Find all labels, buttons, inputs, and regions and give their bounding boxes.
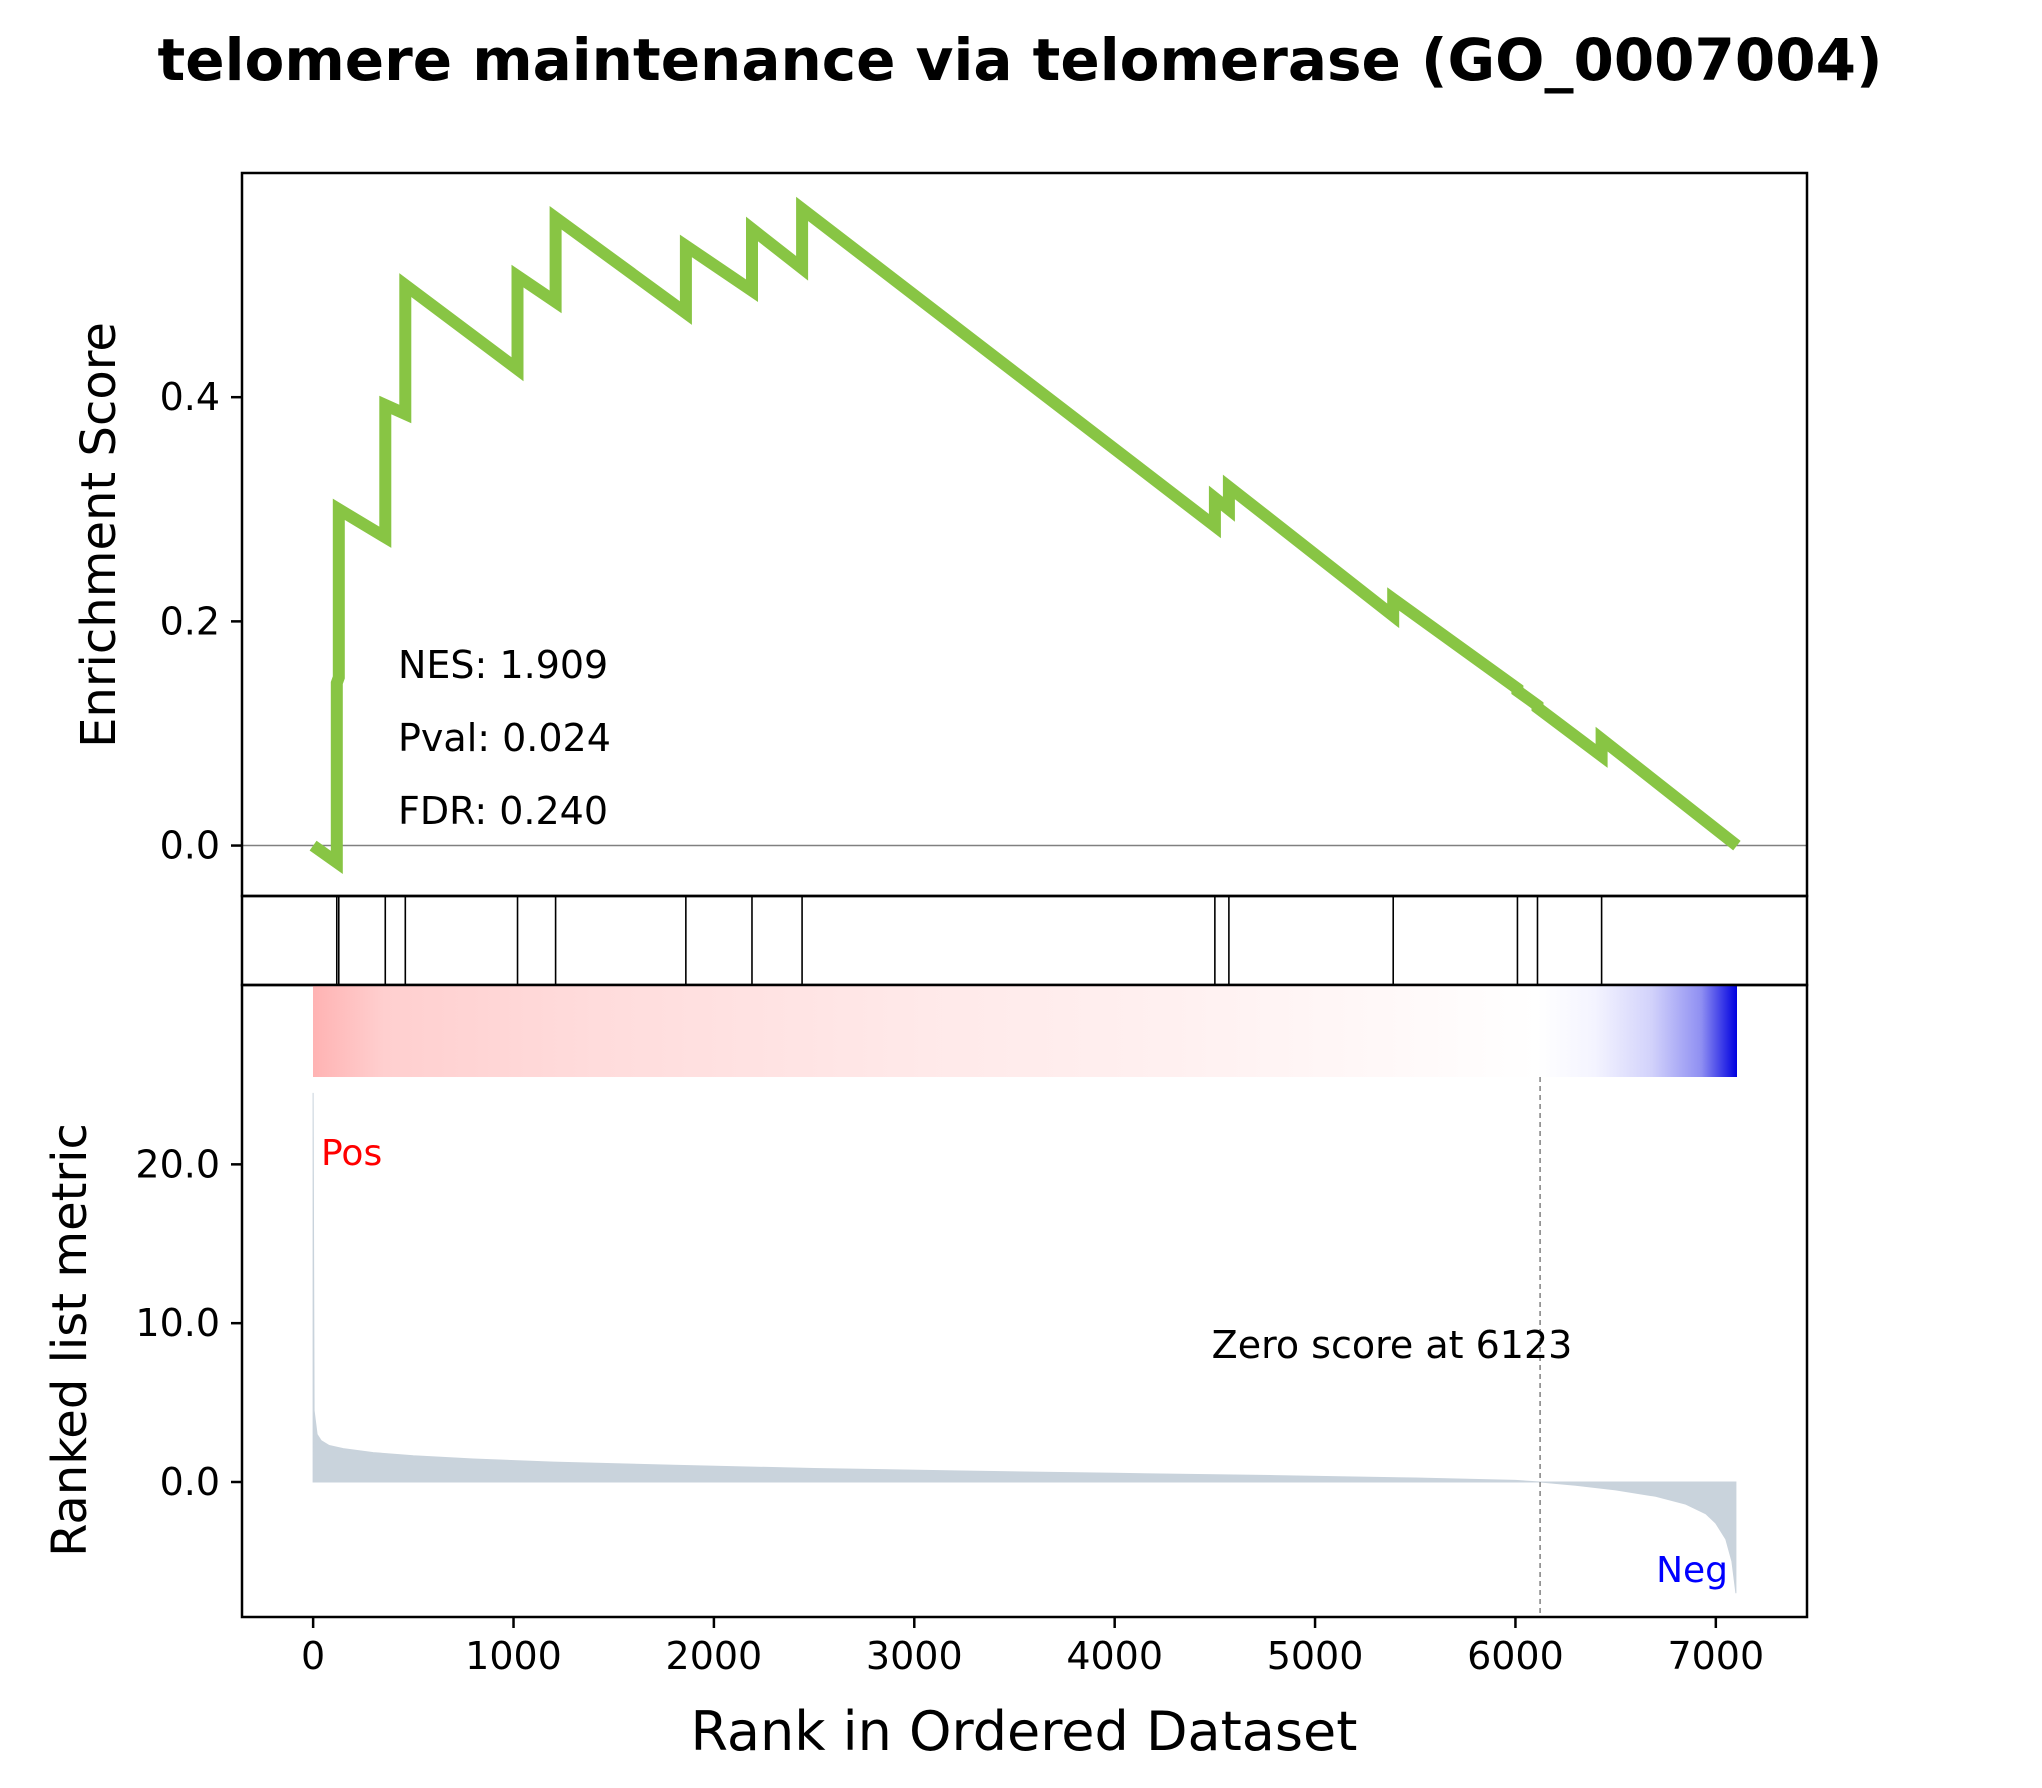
ranked-metric-area [312, 1092, 1737, 1594]
enrichment-score-panel: 0.0 0.2 0.4 [160, 196, 1807, 875]
metric-ytick-label: 0.0 [160, 1460, 220, 1504]
metric-ylabel: Ranked list metric [42, 1123, 98, 1557]
metric-xtick-label: 3000 [866, 1634, 963, 1678]
rank-heatmap-bar [313, 986, 1737, 1077]
metric-xtick-label: 0 [301, 1634, 325, 1678]
enrichment-panel-frame [240, 171, 1809, 898]
pos-label: Pos [321, 1133, 382, 1174]
metric-xtick-label: 2000 [666, 1634, 763, 1678]
metric-xtick-label: 1000 [465, 1634, 562, 1678]
es-ytick-label: 0.0 [160, 824, 220, 868]
fdr-label: FDR: 0.240 [398, 789, 608, 833]
metric-xtick-label: 6000 [1467, 1634, 1564, 1678]
ranked-metric-panel: 0.0 10.0 20.0 0 1000 2000 3000 4000 5000 6000 7000 [135, 1077, 1764, 1678]
metric-ytick-label: 10.0 [135, 1301, 220, 1345]
metric-panel-frame [240, 983, 1809, 1619]
metric-xtick-label: 7000 [1667, 1634, 1764, 1678]
pval-label: Pval: 0.024 [398, 716, 611, 760]
metric-xtick-label: 4000 [1066, 1634, 1163, 1678]
enrichment-ylabel: Enrichment Score [71, 322, 127, 748]
chart-title: telomere maintenance via telomerase (GO_… [158, 26, 1883, 94]
enrichment-score-line [309, 196, 1741, 875]
zero-score-label: Zero score at 6123 [1212, 1323, 1573, 1367]
x-axis-label: Rank in Ordered Dataset [691, 1700, 1358, 1763]
nes-label: NES: 1.909 [398, 643, 608, 687]
es-ytick-label: 0.4 [160, 375, 220, 419]
metric-ytick-label: 20.0 [135, 1142, 220, 1186]
neg-label: Neg [1656, 1550, 1728, 1591]
gene-hits-panel [335, 896, 1603, 985]
es-ytick-label: 0.2 [160, 599, 220, 643]
hits-panel-frame [240, 894, 1809, 987]
metric-xtick-label: 5000 [1267, 1634, 1364, 1678]
